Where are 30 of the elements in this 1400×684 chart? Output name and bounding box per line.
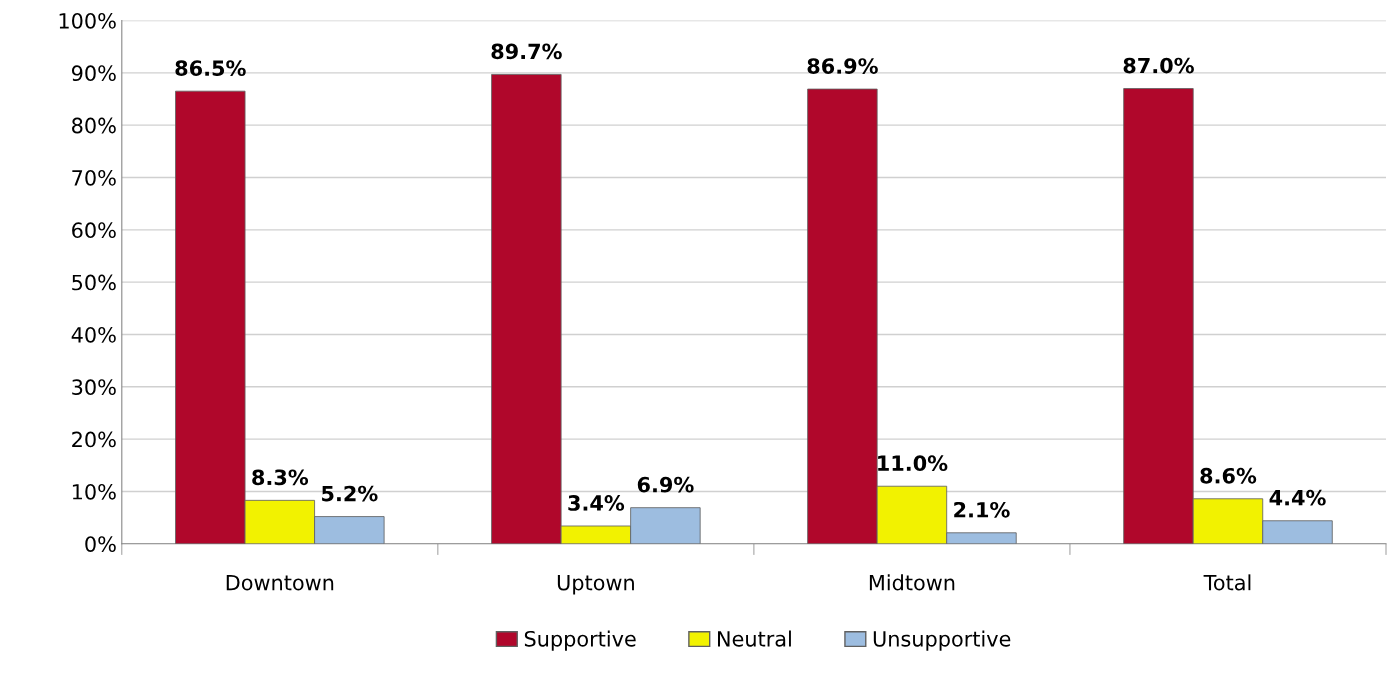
y-tick-label: 0% [85,536,116,552]
y-tick-label: 80% [72,117,116,134]
x-tick-label: Midtown [869,574,955,591]
data-label: 8.3% [252,469,309,486]
data-label: 6.9% [637,476,694,493]
x-tick-label: Uptown [557,574,634,595]
y-tick-label: 50% [72,274,116,291]
x-tick-label: Total [1203,574,1251,591]
data-label: 89.7% [491,43,562,60]
y-tick-label: 10% [72,483,116,500]
x-tick-label: Downtown [226,574,334,591]
legend-label: Neutral [718,630,791,647]
y-tick-label: 100% [59,12,116,29]
y-tick-label: 20% [72,431,116,448]
data-label: 87.0% [1123,57,1194,74]
y-tick-label: 70% [72,169,116,186]
legend-label: Unsupportive [873,630,1011,651]
data-label: 86.9% [807,58,878,74]
legend-label: Supportive [524,630,636,651]
data-label: 11.0% [878,455,948,472]
y-tick-label: 30% [72,379,116,396]
data-label: 2.1% [954,501,1010,518]
data-label: 4.4% [1269,489,1326,506]
y-tick-label: 40% [71,326,116,343]
data-label: 5.2% [322,485,378,502]
data-label: 86.5% [175,60,246,77]
data-label: 8.6% [1200,467,1257,484]
data-label: 3.4% [568,495,625,511]
y-tick-label: 60% [72,222,116,239]
y-tick-label: 90% [71,65,116,82]
